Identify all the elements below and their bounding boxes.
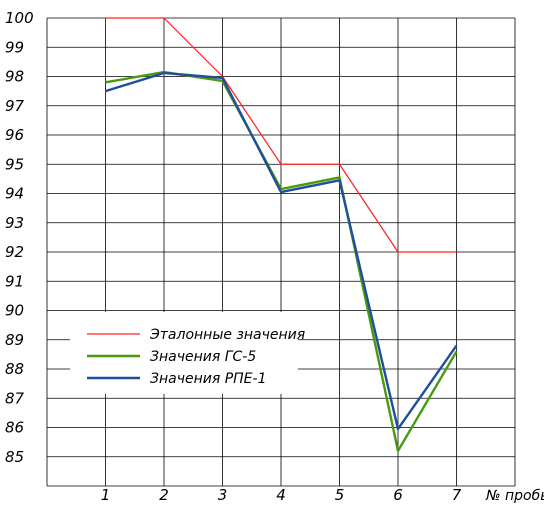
y-tick-label: 86 <box>5 419 24 437</box>
y-tick-label: 94 <box>5 185 24 203</box>
y-tick-label: 85 <box>5 448 24 466</box>
y-tick-label: 99 <box>5 38 24 56</box>
y-tick-label: 92 <box>5 243 24 261</box>
y-tick-label: 87 <box>5 389 25 407</box>
y-tick-label: 90 <box>5 302 24 320</box>
y-tick-label: 91 <box>5 272 24 290</box>
x-axis-label: № пробы <box>485 488 544 504</box>
x-tick-labels: 1 2 3 4 5 6 7 <box>101 486 462 504</box>
y-tick-label: 97 <box>5 97 25 115</box>
x-tick-label: 2 <box>159 486 169 504</box>
legend-label-3: Значения РПЕ-1 <box>150 371 267 387</box>
series-line-3 <box>105 71 458 431</box>
series-line-1 <box>105 17 457 253</box>
legend-label-2: Значения ГС-5 <box>150 349 256 365</box>
series-lines <box>105 17 458 453</box>
legend-background <box>70 312 298 394</box>
x-tick-label: 1 <box>101 486 111 504</box>
y-tick-label: 88 <box>5 360 24 378</box>
y-tick-label: 95 <box>5 155 24 173</box>
x-tick-label: 7 <box>452 486 462 504</box>
y-tick-label: 100 <box>5 9 34 27</box>
x-tick-label: 5 <box>335 486 345 504</box>
y-tick-label: 98 <box>5 68 24 86</box>
y-tick-label: 96 <box>5 126 24 144</box>
y-tick-label: 93 <box>5 214 24 232</box>
x-tick-label: 6 <box>393 486 403 504</box>
legend: Эталонные значения Значения ГС-5 Значения … <box>87 327 305 387</box>
legend-label-1: Эталонные значения <box>149 327 305 343</box>
y-tick-labels: 85 86 87 88 89 90 91 92 93 94 95 96 97 98 99 100 <box>5 9 34 466</box>
y-tick-label: 89 <box>5 331 24 349</box>
x-tick-label: 4 <box>276 486 286 504</box>
x-tick-label: 3 <box>218 486 228 504</box>
